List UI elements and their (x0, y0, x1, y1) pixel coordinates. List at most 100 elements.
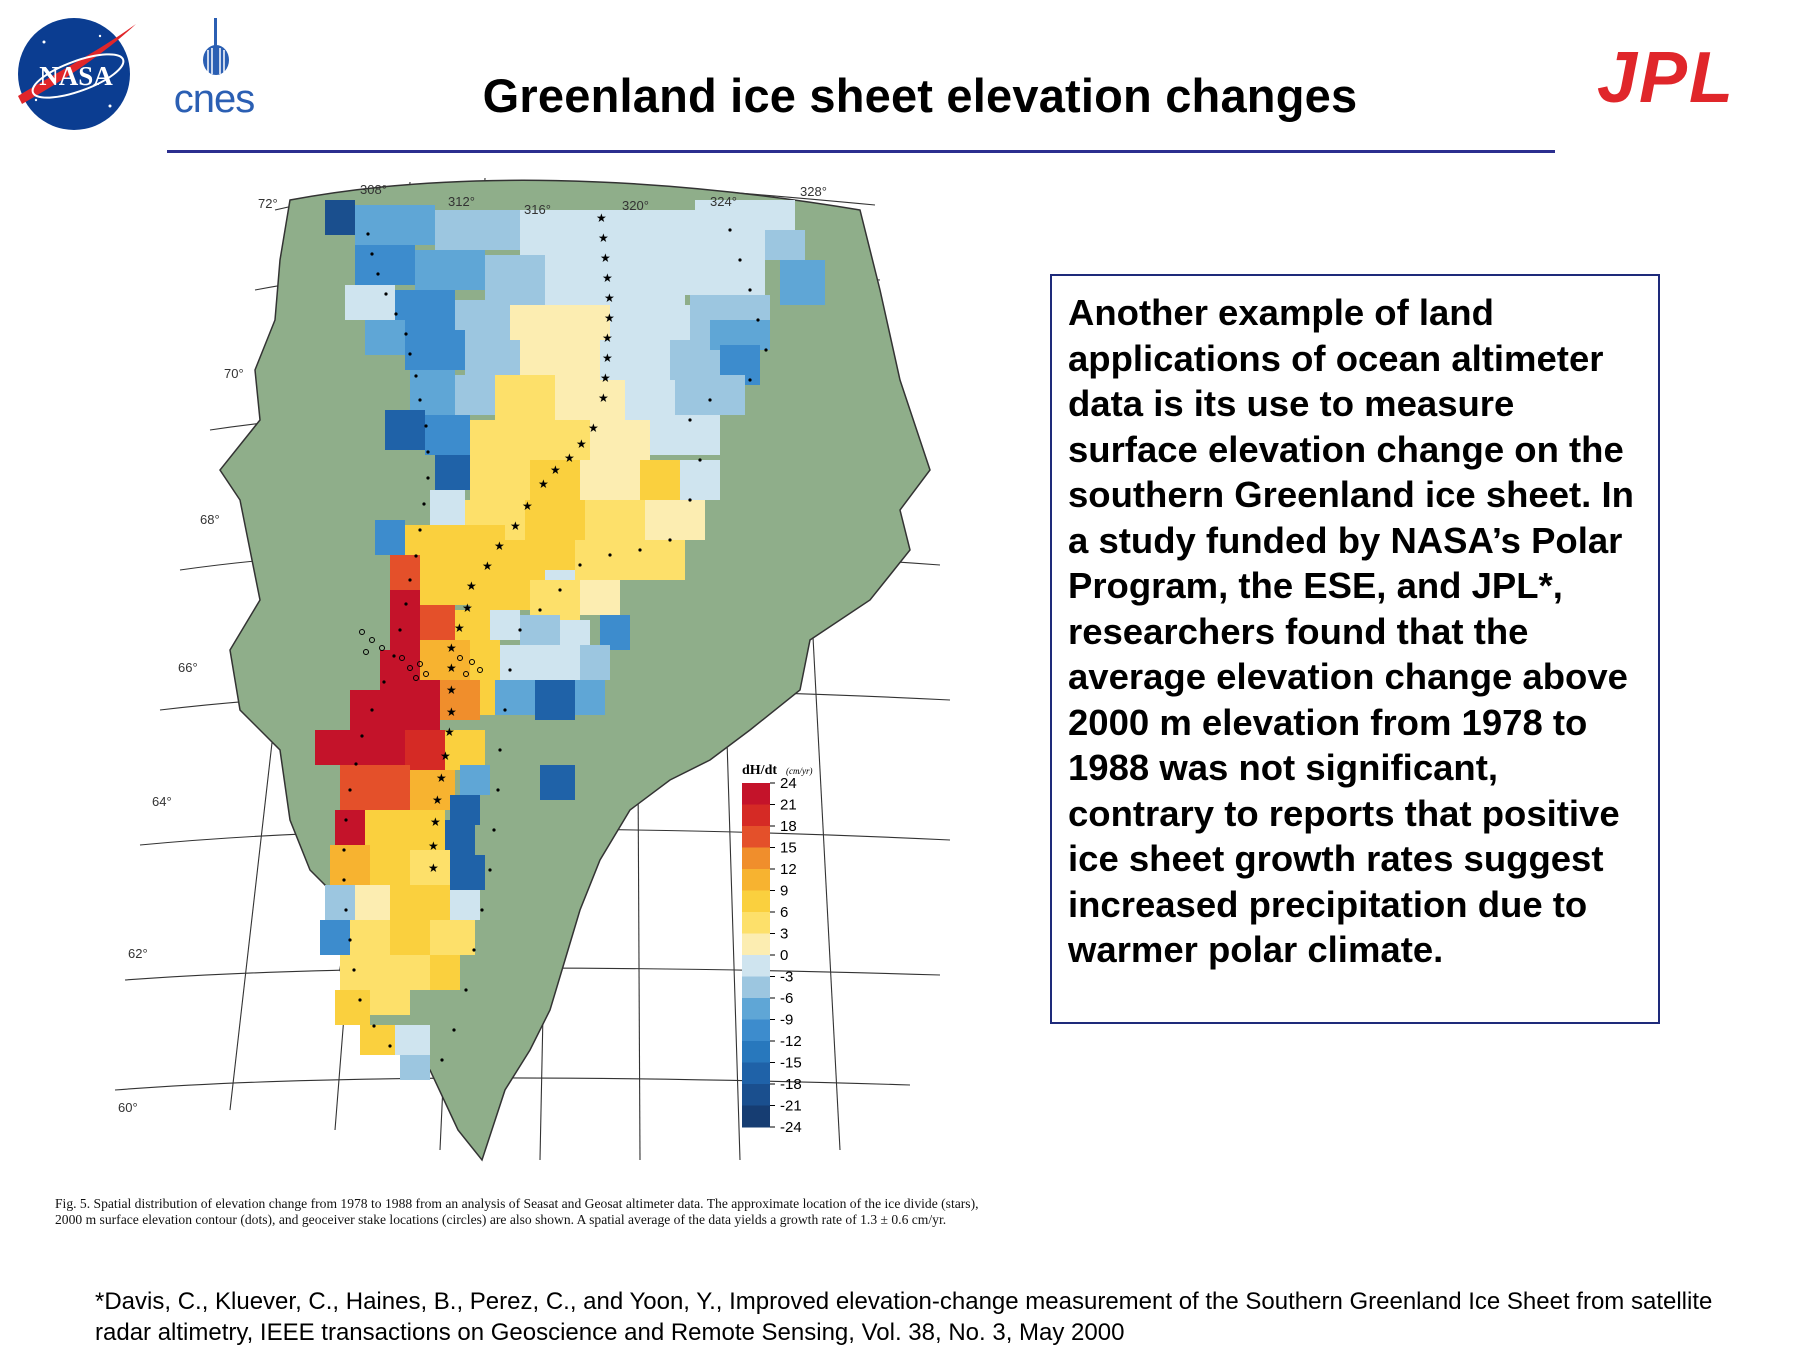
legend-swatch (742, 1019, 770, 1042)
lon-label-308: 308° (360, 182, 387, 197)
svg-text:★: ★ (494, 539, 505, 553)
svg-text:★: ★ (550, 463, 561, 477)
lat-label-62: 62° (128, 946, 148, 961)
svg-text:★: ★ (600, 371, 611, 385)
legend-swatch (742, 783, 770, 805)
nasa-logo-text: NASA (39, 61, 113, 91)
elevation-contour-dots (342, 228, 768, 1062)
lat-label-70: 70° (224, 366, 244, 381)
legend-tick-label: -12 (780, 1033, 802, 1050)
svg-text:★: ★ (510, 519, 521, 533)
greenland-map: ★★★ ★★★ ★★★ ★★★ ★★★ ★★★ ★★★ ★★★ ★★★ ★★★ … (114, 177, 951, 1162)
title-divider (167, 150, 1555, 153)
lat-label-66: 66° (178, 660, 198, 675)
legend-tick-label: -24 (780, 1119, 802, 1136)
geoceiver-stake-circles (359, 629, 483, 681)
lon-label-328: 328° (800, 184, 827, 199)
svg-text:★: ★ (446, 683, 457, 697)
svg-text:★: ★ (604, 311, 615, 325)
svg-text:★: ★ (596, 211, 607, 225)
legend-tick-label: 3 (780, 926, 788, 943)
jpl-logo-text: JPL (1597, 44, 1735, 108)
lat-label-64: 64° (152, 794, 172, 809)
legend-swatch (742, 847, 770, 870)
lat-label-60: 60° (118, 1100, 138, 1115)
legend-title: dH/dt (742, 763, 777, 778)
legend-tick-label: -6 (780, 990, 793, 1007)
latitude-labels: 72° 70° 68° 66° 64° 62° 60° (118, 196, 278, 1115)
svg-text:★: ★ (602, 271, 613, 285)
elevation-change-cells (315, 200, 825, 1080)
legend: dH/dt (cm/yr) 24 21 18 15 12 9 6 3 0 -3 -6 -9 -12 -15… (742, 763, 813, 1136)
legend-tick-label: -18 (780, 1076, 802, 1093)
svg-text:★: ★ (598, 231, 609, 245)
svg-text:★: ★ (446, 661, 457, 675)
svg-text:★: ★ (564, 451, 575, 465)
svg-text:★: ★ (430, 815, 441, 829)
legend-unit: (cm/yr) (786, 766, 813, 776)
legend-swatch (742, 976, 770, 999)
svg-text:★: ★ (466, 579, 477, 593)
legend-tick-label: -21 (780, 1098, 802, 1115)
legend-tick-label: 21 (780, 797, 797, 814)
legend-swatch (742, 804, 770, 827)
svg-text:★: ★ (482, 559, 493, 573)
svg-text:★: ★ (522, 499, 533, 513)
svg-text:★: ★ (428, 861, 439, 875)
legend-tick-label: 6 (780, 904, 788, 921)
lon-label-312: 312° (448, 194, 475, 209)
legend-swatch (742, 869, 770, 891)
figure-caption: Fig. 5. Spatial distribution of elevatio… (55, 1196, 979, 1227)
legend-ticks: 24 21 18 15 12 9 6 3 0 -3 -6 -9 -12 -15 -18 -21 -24 (770, 775, 802, 1136)
cnes-logo: cnes (174, 18, 255, 116)
nasa-logo: NASA (18, 18, 136, 130)
legend-tick-label: 24 (780, 775, 797, 792)
svg-text:★: ★ (432, 793, 443, 807)
svg-text:★: ★ (446, 641, 457, 655)
legend-swatch (742, 1062, 770, 1085)
citation-footnote: *Davis, C., Kluever, C., Haines, B., Per… (95, 1288, 1713, 1346)
legend-swatch (742, 912, 770, 934)
legend-tick-label: 15 (780, 840, 797, 857)
legend-tick-label: 0 (780, 947, 788, 964)
svg-text:★: ★ (436, 771, 447, 785)
svg-text:★: ★ (454, 621, 465, 635)
legend-swatch (742, 1084, 770, 1106)
svg-text:★: ★ (602, 351, 613, 365)
lat-label-72: 72° (258, 196, 278, 211)
legend-swatch (742, 998, 770, 1020)
svg-text:★: ★ (444, 725, 455, 739)
svg-text:★: ★ (428, 839, 439, 853)
svg-text:★: ★ (604, 291, 615, 305)
svg-text:★: ★ (600, 251, 611, 265)
legend-tick-label: 18 (780, 818, 797, 835)
longitude-labels: 308° 312° 316° 320° 324° 328° (360, 182, 827, 217)
ice-divide-stars: ★★★ ★★★ ★★★ ★★★ ★★★ ★★★ ★★★ ★★★ ★★★ ★★★ … (428, 211, 615, 875)
legend-swatch (742, 890, 770, 913)
lon-label-320: 320° (622, 198, 649, 213)
cnes-logo-text: cnes (174, 77, 255, 116)
legend-tick-label: 9 (780, 883, 788, 900)
slide-title: Greenland ice sheet elevation changes (482, 69, 1358, 122)
lon-label-316: 316° (524, 202, 551, 217)
svg-text:★: ★ (576, 437, 587, 451)
legend-tick-label: -15 (780, 1055, 802, 1072)
jpl-logo: JPL (1597, 44, 1735, 108)
svg-text:★: ★ (538, 477, 549, 491)
lat-label-68: 68° (200, 512, 220, 527)
svg-text:★: ★ (462, 601, 473, 615)
legend-tick-label: -9 (780, 1012, 793, 1029)
lon-label-324: 324° (710, 194, 737, 209)
svg-text:★: ★ (588, 421, 599, 435)
legend-swatch (742, 1041, 770, 1063)
legend-swatch (742, 933, 770, 956)
description-text: Another example of land applications of … (1068, 292, 1634, 970)
legend-swatch (742, 1105, 770, 1128)
legend-tick-label: 12 (780, 861, 797, 878)
legend-swatch (742, 826, 770, 848)
svg-text:★: ★ (598, 391, 609, 405)
svg-text:★: ★ (440, 749, 451, 763)
legend-swatch (742, 955, 770, 977)
legend-swatches (742, 783, 770, 1128)
